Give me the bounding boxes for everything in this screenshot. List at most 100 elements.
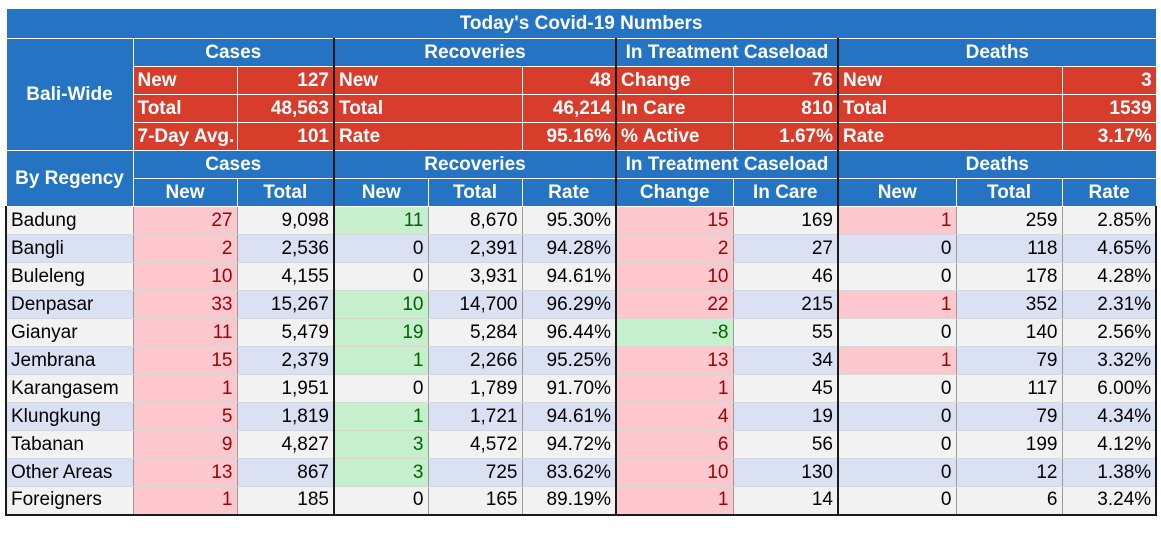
summary-label: % Active [615,122,734,151]
cell-cases-total: 15,267 [237,290,335,319]
group-header-treatment: In Treatment Caseload [615,38,839,67]
cell-deaths-rate: 4.34% [1062,402,1158,431]
cell-recoveries-rate: 94.61% [522,402,617,431]
cell-treatment-in-care: 46 [733,262,839,291]
cell-recoveries-new: 0 [334,234,429,263]
summary-value: 48,563 [236,94,335,123]
cell-deaths-new: 0 [838,430,957,459]
cell-recoveries-new: 0 [334,262,429,291]
column-header: Rate [521,178,617,207]
cell-cases-total: 2,379 [237,346,335,375]
cell-deaths-total: 259 [956,206,1063,235]
cell-recoveries-total: 4,572 [428,430,523,459]
cell-treatment-change: 4 [616,402,734,431]
summary-label: New [132,66,238,95]
cell-deaths-new: 1 [838,206,957,235]
group-header-cases: Cases [132,150,335,179]
table-row: Jembrana 15 2,379 1 2,266 95.25% 13 34 1 79 3.32% [5,346,1158,375]
column-header: Change [615,178,734,207]
table-row: Karangasem 1 1,951 0 1,789 91.70% 1 45 0 117 6.00% [5,374,1158,403]
table-row: Foreigners 1 185 0 165 89.19% 1 14 0 6 3.24% [5,486,1158,516]
regency-name: Foreigners [5,486,134,516]
cell-deaths-total: 352 [956,290,1063,319]
cell-deaths-total: 79 [956,346,1063,375]
column-header: In Care [732,178,839,207]
cell-treatment-change: 6 [616,430,734,459]
summary-label: Total [837,94,1063,123]
cell-deaths-total: 199 [956,430,1063,459]
cell-treatment-change: -8 [616,318,734,347]
column-header-row: New Total New Total Rate Change In Care … [6,178,1157,207]
by-regency-label: By Regency [5,150,134,207]
cell-recoveries-rate: 94.72% [522,430,617,459]
summary-value: 46,214 [521,94,617,123]
cell-recoveries-rate: 89.19% [522,486,617,516]
cell-recoveries-rate: 91.70% [522,374,617,403]
summary-value: 48 [521,66,617,95]
regency-name: Gianyar [5,318,134,347]
cell-cases-total: 4,155 [237,262,335,291]
cell-cases-total: 1,951 [237,374,335,403]
cell-recoveries-new: 1 [334,402,429,431]
cell-recoveries-rate: 94.28% [522,234,617,263]
summary-label: In Care [615,94,734,123]
regency-name: Denpasar [5,290,134,319]
cell-deaths-new: 0 [838,402,957,431]
summary-value: 95.16% [521,122,617,151]
table-title: Today's Covid-19 Numbers [5,8,1157,39]
cell-recoveries-rate: 95.30% [522,206,617,235]
summary-value: 3.17% [1061,122,1157,151]
regency-name: Bangli [5,234,134,263]
cell-treatment-change: 10 [616,458,734,487]
cell-deaths-total: 178 [956,262,1063,291]
cell-cases-total: 9,098 [237,206,335,235]
summary-row: Total 48,563 Total 46,214 In Care 810 To… [6,94,1157,123]
cell-deaths-total: 12 [956,458,1063,487]
cell-recoveries-new: 3 [334,458,429,487]
cell-deaths-total: 117 [956,374,1063,403]
summary-value: 101 [236,122,335,151]
cell-deaths-rate: 6.00% [1062,374,1158,403]
table-row: Badung 27 9,098 11 8,670 95.30% 15 169 1 259 2.85% [5,206,1158,235]
cell-recoveries-rate: 96.29% [522,290,617,319]
cell-treatment-change: 15 [616,206,734,235]
summary-label: New [333,66,523,95]
table-row: Buleleng 10 4,155 0 3,931 94.61% 10 46 0 178 4.28% [5,262,1158,291]
summary-value: 76 [732,66,839,95]
cell-deaths-rate: 3.24% [1062,486,1158,516]
summary-value: 1.67% [732,122,839,151]
table-row: Denpasar 33 15,267 10 14,700 96.29% 22 215 1 352 2… [5,290,1158,319]
cell-treatment-in-care: 215 [733,290,839,319]
cell-treatment-in-care: 169 [733,206,839,235]
cell-cases-new: 33 [133,290,238,319]
regency-name: Jembrana [5,346,134,375]
summary-label: Total [132,94,238,123]
summary-label: Total [333,94,523,123]
cell-deaths-rate: 1.38% [1062,458,1158,487]
cell-deaths-rate: 4.65% [1062,234,1158,263]
cell-cases-new: 27 [133,206,238,235]
table-row: Tabanan 9 4,827 3 4,572 94.72% 6 56 0 199 4.12% [5,430,1158,459]
regency-name: Other Areas [5,458,134,487]
cell-deaths-total: 118 [956,234,1063,263]
group-header-deaths: Deaths [837,38,1157,67]
cell-cases-total: 1,819 [237,402,335,431]
cell-recoveries-rate: 95.25% [522,346,617,375]
cell-recoveries-new: 11 [334,206,429,235]
summary-value: 810 [732,94,839,123]
cell-deaths-total: 79 [956,402,1063,431]
cell-treatment-in-care: 19 [733,402,839,431]
group-header-deaths: Deaths [837,150,1157,179]
cell-deaths-total: 140 [956,318,1063,347]
cell-recoveries-new: 10 [334,290,429,319]
group-header-recoveries: Recoveries [333,150,617,179]
cell-recoveries-new: 0 [334,486,429,516]
regency-name: Karangasem [5,374,134,403]
cell-cases-new: 2 [133,234,238,263]
cell-cases-new: 9 [133,430,238,459]
group-header-recoveries: Recoveries [333,38,617,67]
cell-treatment-change: 1 [616,374,734,403]
cell-recoveries-rate: 96.44% [522,318,617,347]
regency-name: Klungkung [5,402,134,431]
cell-recoveries-new: 19 [334,318,429,347]
